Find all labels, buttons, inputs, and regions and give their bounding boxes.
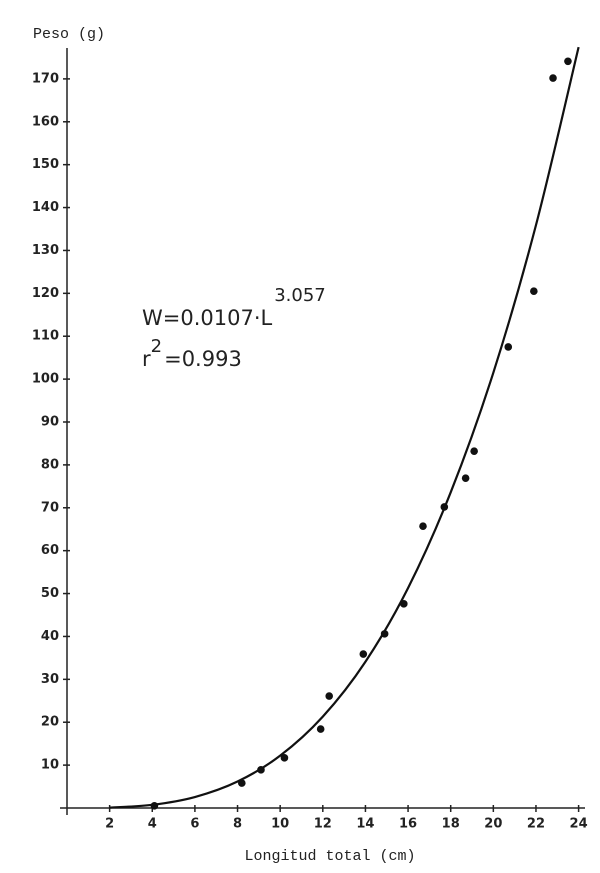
equation: W=0.0107·L3.057 — [142, 285, 326, 330]
y-tick-label: 40 — [41, 629, 59, 644]
x-tick-label: 8 — [233, 817, 242, 832]
x-tick-label: 16 — [399, 817, 417, 832]
x-tick-label: 24 — [570, 817, 588, 832]
x-tick-label: 4 — [148, 817, 157, 832]
x-tick-label: 10 — [271, 817, 289, 832]
y-tick-label: 110 — [32, 329, 59, 344]
x-tick-label: 22 — [527, 817, 545, 832]
x-tick-label: 18 — [442, 817, 460, 832]
y-tick-label: 150 — [32, 157, 59, 172]
y-tick-label: 20 — [41, 715, 59, 730]
equation-text: W=0.0107·L — [142, 306, 273, 330]
y-tick-label: 170 — [32, 71, 59, 86]
x-tick-label: 20 — [484, 817, 502, 832]
data-point — [280, 754, 289, 762]
y-tick-label: 50 — [41, 586, 59, 601]
y-tick-label: 120 — [32, 286, 59, 301]
y-tick-label: 90 — [41, 415, 59, 430]
data-point — [549, 74, 557, 82]
y-tick-label: 140 — [32, 200, 59, 215]
x-axis-label: Longitud total (cm) — [244, 848, 415, 865]
fit-curve — [109, 46, 580, 809]
y-tick-label: 130 — [32, 243, 59, 258]
y-tick-label: 10 — [41, 758, 59, 773]
r-exponent: 2 — [151, 336, 162, 357]
data-point — [461, 474, 470, 482]
r-squared: r2=0.993 — [142, 336, 242, 371]
data-point — [564, 57, 572, 66]
y-tick-label: 70 — [41, 500, 59, 515]
y-tick-label: 160 — [32, 114, 59, 129]
data-point — [470, 447, 478, 455]
data-point — [530, 287, 538, 295]
y-axis-label: Peso (g) — [33, 26, 105, 43]
data-point — [419, 522, 427, 531]
r-text: r — [142, 347, 151, 371]
data-point — [316, 725, 325, 733]
equation-exponent: 3.057 — [274, 285, 326, 306]
y-tick-label: 60 — [41, 543, 59, 558]
x-tick-label: 2 — [105, 817, 114, 832]
r-value: =0.993 — [164, 347, 242, 371]
y-tick-label: 30 — [41, 672, 59, 687]
y-tick-label: 80 — [41, 457, 59, 472]
y-tick-label: 100 — [32, 372, 59, 387]
x-tick-label: 14 — [356, 817, 374, 832]
data-point — [359, 650, 368, 658]
data-point — [504, 343, 513, 351]
data-point — [325, 692, 333, 700]
x-tick-label: 6 — [190, 817, 199, 832]
x-tick-label: 12 — [314, 817, 332, 832]
